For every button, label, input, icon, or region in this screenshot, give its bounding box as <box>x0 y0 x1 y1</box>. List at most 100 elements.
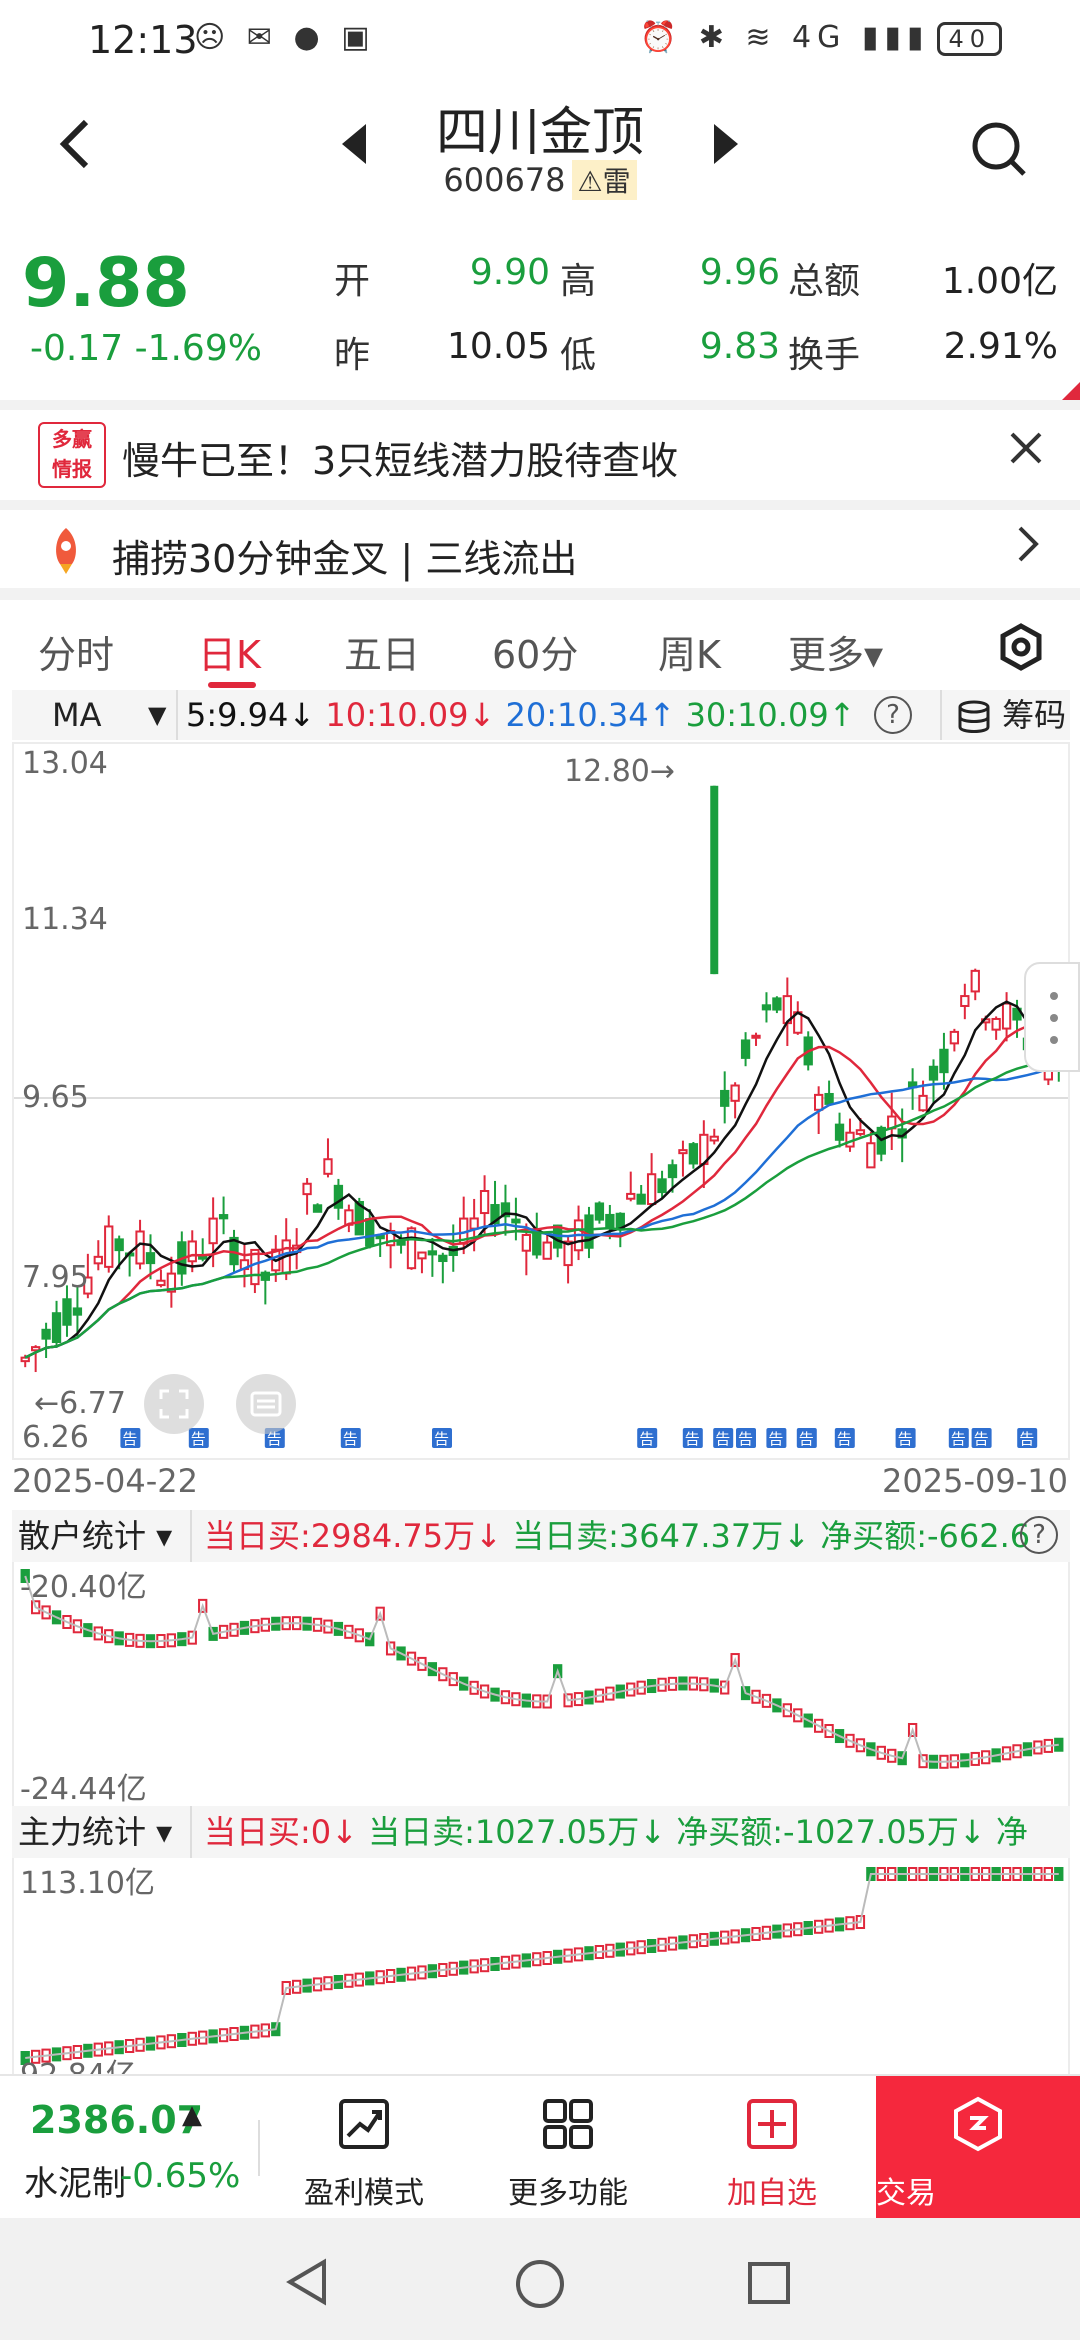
trade-icon <box>954 2096 1002 2152</box>
retail-buy: 当日买:2984.75万↓ <box>204 1517 502 1555</box>
indicator-select-label: MA <box>52 696 102 734</box>
help-icon[interactable]: ? <box>1020 1516 1058 1554</box>
notice-tag-text: 告 <box>639 1430 654 1448</box>
main-force-net-2: 净 <box>995 1813 1028 1851</box>
notice-tag-bg <box>766 1428 787 1448</box>
stock-code-row: 600678 ⚠雷 <box>0 160 1080 200</box>
tab-60min[interactable]: 60分 <box>492 633 579 677</box>
main-force-chart[interactable]: 113.10亿 92.84亿 <box>12 1858 1070 2074</box>
notice-tag-text: 告 <box>951 1430 966 1448</box>
candle-up <box>918 1094 928 1112</box>
profit-mode-button[interactable]: 盈利模式 <box>274 2076 454 2220</box>
notice-tag-bg <box>713 1428 734 1448</box>
add-watchlist-button[interactable]: 加自选 <box>682 2076 862 2220</box>
candle-up <box>866 1142 876 1169</box>
retail-canvas <box>20 1569 1064 1769</box>
tab-five-day[interactable]: 五日 <box>344 633 421 677</box>
notice-tag-text: 告 <box>768 1430 783 1448</box>
turnover-label: 换手 <box>788 335 861 376</box>
tab-intraday[interactable]: 分时 <box>38 633 115 677</box>
candle-down <box>41 1328 51 1340</box>
nav-back-icon[interactable] <box>284 2258 332 2306</box>
candle-up <box>31 1346 41 1352</box>
candle-down <box>740 1039 751 1059</box>
candle-up <box>417 1251 427 1260</box>
news-banner[interactable]: 捕捞30分钟金叉 | 三线流出 <box>0 512 1080 592</box>
candle-down <box>772 997 782 1011</box>
risk-warning-badge[interactable]: ⚠雷 <box>571 160 637 200</box>
nav-recents-icon[interactable] <box>746 2260 792 2306</box>
triangle-right-icon <box>714 124 738 164</box>
help-icon[interactable]: ? <box>874 696 912 734</box>
stock-header: 四川金顶 600678 ⚠雷 <box>0 84 1080 214</box>
tab-weekly-k[interactable]: 周K <box>658 633 721 677</box>
divider <box>0 500 1080 510</box>
candle-up <box>991 1017 1001 1031</box>
kline-chart[interactable]: 告告告告告告告告告告告告告告告告 13.04 11.34 9.65 7.95 6… <box>12 742 1070 1460</box>
candle-down <box>72 1307 83 1316</box>
chips-button[interactable]: 筹码 <box>940 690 1066 740</box>
max-price-marker: 12.80→ <box>564 754 676 789</box>
candle-up <box>20 1356 30 1363</box>
notice-tag-text: 告 <box>799 1430 814 1448</box>
expand-button[interactable] <box>144 1374 204 1434</box>
candle-up <box>521 1233 531 1252</box>
back-button[interactable] <box>56 114 96 189</box>
amount-label: 总额 <box>788 261 861 302</box>
retail-stats-chart[interactable]: -20.40亿 -24.44亿 <box>12 1562 1070 1807</box>
candle-down <box>511 1218 521 1224</box>
ma30-line <box>24 1061 1059 1359</box>
indicator-select[interactable]: MA <box>12 690 178 740</box>
search-button[interactable] <box>970 120 1028 178</box>
gear-icon <box>1000 623 1042 671</box>
logo-line2: 情报 <box>52 457 92 481</box>
active-tab-indicator <box>208 682 256 688</box>
battery-icon: 40 <box>937 22 1002 56</box>
notice-tag-text: 告 <box>974 1430 989 1448</box>
trade-button[interactable]: 交易 <box>876 2076 1080 2220</box>
retail-stats-header: 散户统计 ▾ 当日买:2984.75万↓ 当日卖:3647.37万↓ 净买额:-… <box>12 1510 1070 1562</box>
candle-down <box>824 1092 834 1105</box>
price-change: -0.17 -1.69% <box>30 328 262 369</box>
candle-up <box>970 969 980 993</box>
retail-stats-values: 当日买:2984.75万↓ 当日卖:3647.37万↓ 净买额:-662.6 <box>204 1510 1034 1562</box>
main-force-buy: 当日买:0↓ <box>204 1813 358 1851</box>
more-functions-button[interactable]: 更多功能 <box>478 2076 658 2220</box>
bottom-toolbar: 2386.07 ▲ 水泥制 -0.65% 盈利模式 更多功能 加自选 交易 <box>0 2074 1080 2220</box>
candle-up <box>302 1182 312 1196</box>
chart-settings-button[interactable] <box>996 622 1046 672</box>
date-end: 2025-09-10 <box>882 1462 1068 1500</box>
more-dots-icon <box>1050 1014 1058 1022</box>
candle-down <box>594 1202 605 1221</box>
y-label-top: 13.04 <box>22 746 108 781</box>
high-label: 高 <box>560 261 597 302</box>
candle-down <box>354 1200 364 1236</box>
notice-tag-text: 告 <box>1019 1430 1034 1448</box>
tab-more[interactable]: 更多▾ <box>788 633 884 677</box>
next-stock-button[interactable] <box>710 122 740 176</box>
bar-down <box>20 1569 30 1583</box>
tab-daily-k[interactable]: 日K <box>198 633 261 677</box>
notice-tag-text: 告 <box>122 1430 137 1448</box>
system-nav-bar <box>0 2218 1080 2340</box>
notice-tag-text: 告 <box>685 1430 700 1448</box>
nav-home-icon[interactable] <box>514 2258 566 2310</box>
screenshot-button[interactable] <box>236 1374 296 1434</box>
system-icons: ⏰ ✱ ≋ 4G ▮▮▮ 40 <box>640 20 1002 56</box>
close-button[interactable] <box>1008 426 1044 477</box>
candle-up <box>678 1149 688 1155</box>
high-value: 9.96 <box>699 252 780 293</box>
divider <box>0 588 1080 600</box>
promo-text: 慢牛已至！3只短线潜力股待查收 <box>122 439 679 483</box>
ma5-line <box>24 1000 1060 1359</box>
last-price: 9.88 <box>22 244 190 323</box>
candle-up <box>949 1030 960 1045</box>
close-icon <box>1010 432 1042 464</box>
min-price-marker: ←6.77 <box>34 1386 126 1421</box>
main-force-select[interactable]: 主力统计 ▾ <box>12 1806 192 1858</box>
retail-stats-select[interactable]: 散户统计 ▾ <box>12 1510 192 1562</box>
side-panel-handle[interactable] <box>1024 962 1080 1072</box>
ma30-value: 30:10.09↑ <box>685 696 856 734</box>
prev-stock-button[interactable] <box>340 122 370 176</box>
promo-banner[interactable]: 多赢 情报 慢牛已至！3只短线潜力股待查收 <box>0 410 1080 498</box>
